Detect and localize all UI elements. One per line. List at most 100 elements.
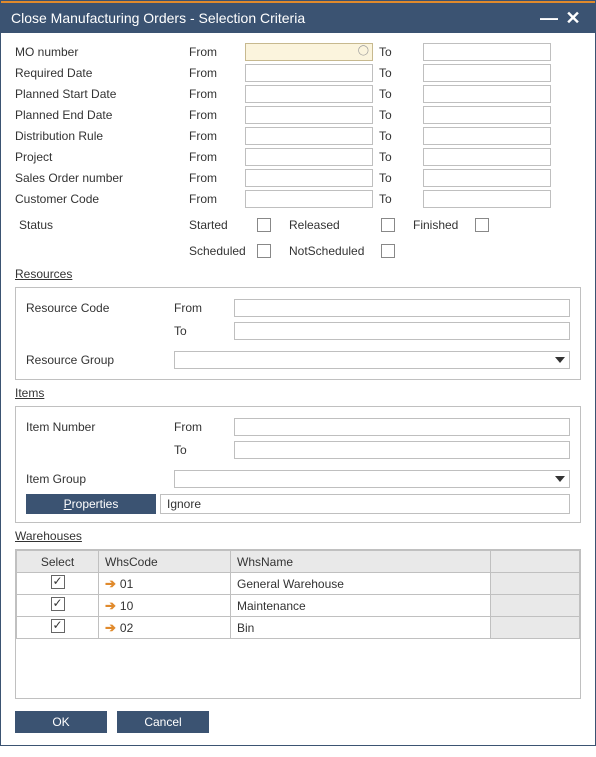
filter-to-input[interactable] xyxy=(423,169,551,187)
whs-code: 02 xyxy=(120,621,133,635)
warehouses-section-title: Warehouses xyxy=(15,529,581,543)
filter-to-input[interactable] xyxy=(423,190,551,208)
filter-label: MO number xyxy=(15,45,189,59)
item-group-label: Item Group xyxy=(26,472,174,486)
resource-code-label: Resource Code xyxy=(26,301,174,315)
status-row-2: Scheduled NotScheduled xyxy=(15,241,581,261)
cancel-button[interactable]: Cancel xyxy=(117,711,209,733)
status-finished-checkbox[interactable] xyxy=(475,218,489,232)
filter-label: Sales Order number xyxy=(15,171,189,185)
from-label: From xyxy=(189,87,245,101)
to-label: To xyxy=(373,129,423,143)
whs-name: Bin xyxy=(231,617,491,639)
filter-row: Customer CodeFromTo xyxy=(15,188,581,209)
item-number-to-input[interactable] xyxy=(234,441,570,459)
item-group-select[interactable] xyxy=(174,470,570,488)
from-label: From xyxy=(189,108,245,122)
filter-to-input[interactable] xyxy=(423,106,551,124)
whs-header-code[interactable]: WhsCode xyxy=(99,551,231,573)
item-to-label: To xyxy=(174,443,234,457)
table-row[interactable]: ➔ 10 Maintenance xyxy=(17,595,580,617)
resources-box: Resource Code From To Resource Group xyxy=(15,287,581,380)
filter-from-input[interactable] xyxy=(245,148,373,166)
whs-code: 01 xyxy=(120,577,133,591)
filter-from-input[interactable] xyxy=(245,127,373,145)
item-number-label: Item Number xyxy=(26,420,174,434)
filter-to-input[interactable] xyxy=(423,148,551,166)
to-label: To xyxy=(373,45,423,59)
status-released-checkbox[interactable] xyxy=(381,218,395,232)
resource-to-label: To xyxy=(174,324,234,338)
resource-code-to-input[interactable] xyxy=(234,322,570,340)
table-row[interactable]: ➔ 02 Bin xyxy=(17,617,580,639)
filter-to-input[interactable] xyxy=(423,85,551,103)
filter-from-input[interactable] xyxy=(245,64,373,82)
filter-from-input[interactable] xyxy=(245,106,373,124)
whs-name: Maintenance xyxy=(231,595,491,617)
filter-row: Planned Start DateFromTo xyxy=(15,83,581,104)
minimize-button[interactable]: — xyxy=(537,8,561,29)
status-scheduled-label: Scheduled xyxy=(189,244,257,258)
status-started-checkbox[interactable] xyxy=(257,218,271,232)
from-label: From xyxy=(189,192,245,206)
status-finished-label: Finished xyxy=(413,218,475,232)
filter-from-input[interactable] xyxy=(245,190,373,208)
dialog-window: Close Manufacturing Orders - Selection C… xyxy=(0,0,596,746)
to-label: To xyxy=(373,171,423,185)
row-checkbox[interactable] xyxy=(51,597,65,611)
dialog-content: MO numberFromToRequired DateFromToPlanne… xyxy=(1,33,595,745)
items-section-title: Items xyxy=(15,386,581,400)
close-button[interactable]: ✕ xyxy=(561,8,585,29)
from-label: From xyxy=(189,171,245,185)
filter-to-input[interactable] xyxy=(423,43,551,61)
whs-header-select[interactable]: Select xyxy=(17,551,99,573)
ok-button[interactable]: OK xyxy=(15,711,107,733)
filter-to-input[interactable] xyxy=(423,127,551,145)
button-bar: OK Cancel xyxy=(15,711,581,733)
resource-group-select[interactable] xyxy=(174,351,570,369)
from-label: From xyxy=(189,129,245,143)
from-label: From xyxy=(189,66,245,80)
item-number-from-input[interactable] xyxy=(234,418,570,436)
filter-label: Project xyxy=(15,150,189,164)
filter-row: Required DateFromTo xyxy=(15,62,581,83)
filter-label: Planned End Date xyxy=(15,108,189,122)
link-arrow-icon[interactable]: ➔ xyxy=(105,576,116,591)
properties-button[interactable]: Properties xyxy=(26,494,156,514)
status-released-label: Released xyxy=(289,218,381,232)
row-checkbox[interactable] xyxy=(51,619,65,633)
link-arrow-icon[interactable]: ➔ xyxy=(105,598,116,613)
warehouses-table: Select WhsCode WhsName ➔01General Wareho… xyxy=(16,550,580,639)
resources-section-title: Resources xyxy=(15,267,581,281)
window-title: Close Manufacturing Orders - Selection C… xyxy=(11,10,537,26)
from-label: From xyxy=(189,150,245,164)
status-row-1: Status Started Released Finished xyxy=(15,215,581,235)
status-notscheduled-checkbox[interactable] xyxy=(381,244,395,258)
item-from-label: From xyxy=(174,420,234,434)
properties-value: Ignore xyxy=(160,494,570,514)
status-started-label: Started xyxy=(189,218,257,232)
from-label: From xyxy=(189,45,245,59)
filter-row: Distribution RuleFromTo xyxy=(15,125,581,146)
status-scheduled-checkbox[interactable] xyxy=(257,244,271,258)
link-arrow-icon[interactable]: ➔ xyxy=(105,620,116,635)
whs-code: 10 xyxy=(120,599,133,613)
filter-to-input[interactable] xyxy=(423,64,551,82)
status-label: Status xyxy=(15,218,189,232)
to-label: To xyxy=(373,150,423,164)
row-checkbox[interactable] xyxy=(51,575,65,589)
table-row[interactable]: ➔01General Warehouse xyxy=(17,573,580,595)
filter-row: ProjectFrom To xyxy=(15,146,581,167)
warehouses-box: Select WhsCode WhsName ➔01General Wareho… xyxy=(15,549,581,699)
items-box: Item Number From To Item Group Propertie… xyxy=(15,406,581,523)
titlebar: Close Manufacturing Orders - Selection C… xyxy=(1,1,595,33)
whs-header-pad xyxy=(491,551,580,573)
whs-header-name[interactable]: WhsName xyxy=(231,551,491,573)
resource-code-from-input[interactable] xyxy=(234,299,570,317)
filter-row: MO numberFrom To xyxy=(15,41,581,62)
filter-row: Planned End DateFrom To xyxy=(15,104,581,125)
to-label: To xyxy=(373,108,423,122)
filter-from-input[interactable] xyxy=(245,169,373,187)
filter-from-input[interactable] xyxy=(245,43,373,61)
filter-from-input[interactable] xyxy=(245,85,373,103)
